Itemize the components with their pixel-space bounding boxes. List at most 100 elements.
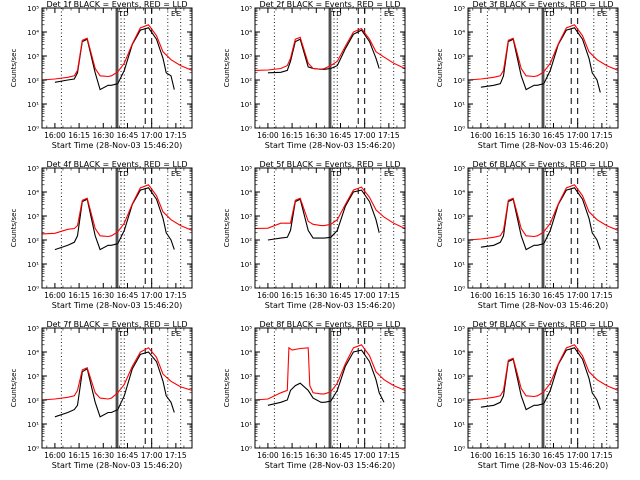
x-tick-label: 16:30 bbox=[305, 131, 327, 140]
plot-frame bbox=[41, 327, 193, 449]
x-tick-label: 16:15 bbox=[281, 291, 303, 300]
y-tick-label: 10⁴ bbox=[27, 29, 39, 37]
x-tick-label: 16:30 bbox=[92, 291, 114, 300]
x-axis-label: Start Time (28-Nov-03 15:46:20) bbox=[265, 141, 395, 150]
y-axis-label: Counts/sec bbox=[436, 209, 444, 248]
x-tick-label: 16:30 bbox=[92, 451, 114, 460]
y-tick-label: 10³ bbox=[240, 53, 252, 61]
y-tick-label: 10¹ bbox=[240, 261, 252, 269]
y-tick-label: 10² bbox=[453, 397, 465, 405]
y-tick-label: 10² bbox=[240, 397, 252, 405]
event-marker-label: E bbox=[597, 330, 601, 338]
event-marker-label: D bbox=[123, 10, 128, 18]
y-tick-label: 10³ bbox=[453, 373, 465, 381]
y-tick-label: 10⁵ bbox=[453, 165, 465, 173]
y-tick-label: 10³ bbox=[453, 53, 465, 61]
event-marker-label: T bbox=[543, 330, 549, 338]
x-axis-label: Start Time (28-Nov-03 15:46:20) bbox=[52, 301, 182, 310]
event-marker-label: E bbox=[597, 10, 601, 18]
x-tick-label: 16:15 bbox=[494, 451, 516, 460]
x-axis-label: Start Time (28-Nov-03 15:46:20) bbox=[52, 461, 182, 470]
y-tick-label: 10⁰ bbox=[240, 285, 252, 293]
event-marker-label: E bbox=[176, 330, 180, 338]
events-series-line bbox=[267, 349, 385, 406]
x-tick-label: 16:45 bbox=[117, 291, 139, 300]
plot-frame bbox=[254, 7, 406, 129]
lld-series-line bbox=[467, 184, 619, 241]
x-tick-label: 17:15 bbox=[378, 131, 400, 140]
x-tick-label: 16:00 bbox=[44, 451, 66, 460]
x-tick-label: 17:15 bbox=[591, 131, 613, 140]
y-tick-label: 10⁴ bbox=[27, 189, 39, 197]
y-tick-label: 10² bbox=[453, 77, 465, 85]
y-axis-label: Counts/sec bbox=[223, 369, 231, 408]
panel-det-1f: T D E E 10⁰ 10¹ 10² 10³ 10⁴ 10⁵ 16:00 16:15 16:30 16:… bbox=[10, 0, 193, 150]
panel-det-4f: T D E E 10⁰ 10¹ 10² 10³ 10⁴ 10⁵ 16:00 16:15 16:30 16:… bbox=[10, 160, 193, 310]
x-tick-label: 16:45 bbox=[543, 291, 565, 300]
y-tick-label: 10¹ bbox=[240, 101, 252, 109]
y-tick-label: 10⁵ bbox=[27, 325, 39, 333]
events-series-line bbox=[54, 27, 175, 91]
x-tick-label: 16:00 bbox=[44, 131, 66, 140]
plot-frame bbox=[41, 167, 193, 289]
x-tick-label: 17:00 bbox=[141, 451, 163, 460]
y-tick-label: 10¹ bbox=[27, 421, 39, 429]
y-axis-label: Counts/sec bbox=[436, 49, 444, 88]
x-axis-label: Start Time (28-Nov-03 15:46:20) bbox=[265, 461, 395, 470]
panel-title: Det 3f BLACK = Events, RED = LLD bbox=[472, 0, 613, 9]
y-tick-label: 10¹ bbox=[27, 101, 39, 109]
panel-det-3f: T D E E 10⁰ 10¹ 10² 10³ 10⁴ 10⁵ 16:00 16:15 16:30 16:… bbox=[436, 0, 619, 150]
panel-det-5f: T D E E 10⁰ 10¹ 10² 10³ 10⁴ 10⁵ 16:00 16:15 16:30 16:… bbox=[223, 160, 406, 310]
x-tick-label: 16:45 bbox=[543, 451, 565, 460]
panel-det-2f: T D E E 10⁰ 10¹ 10² 10³ 10⁴ 10⁵ 16:00 16:15 16:30 16:… bbox=[223, 0, 406, 150]
y-tick-label: 10² bbox=[453, 237, 465, 245]
event-marker-label: T bbox=[330, 170, 336, 178]
event-marker-label: E bbox=[384, 170, 388, 178]
event-marker-label: T bbox=[330, 330, 336, 338]
event-marker-label: E bbox=[171, 170, 175, 178]
x-tick-label: 17:15 bbox=[165, 451, 187, 460]
lld-series-line bbox=[254, 27, 406, 71]
x-tick-label: 16:45 bbox=[543, 131, 565, 140]
y-tick-label: 10⁴ bbox=[240, 29, 252, 37]
x-tick-label: 16:30 bbox=[518, 131, 540, 140]
y-tick-label: 10⁵ bbox=[27, 5, 39, 13]
y-tick-label: 10⁴ bbox=[453, 349, 465, 357]
event-marker-label: T bbox=[117, 330, 123, 338]
y-tick-label: 10⁰ bbox=[453, 445, 465, 453]
x-tick-label: 16:15 bbox=[281, 451, 303, 460]
event-marker-label: D bbox=[123, 170, 128, 178]
y-tick-label: 10³ bbox=[453, 213, 465, 221]
y-tick-label: 10⁰ bbox=[453, 125, 465, 133]
y-axis-label: Counts/sec bbox=[223, 209, 231, 248]
plot-frame bbox=[467, 327, 619, 449]
y-tick-label: 10⁰ bbox=[27, 125, 39, 133]
plot-frame bbox=[467, 167, 619, 289]
event-marker-label: E bbox=[384, 10, 388, 18]
panel-det-9f: T D E E 10⁰ 10¹ 10² 10³ 10⁴ 10⁵ 16:00 16:15 16:30 16:… bbox=[436, 320, 619, 470]
x-tick-label: 16:45 bbox=[330, 291, 352, 300]
event-marker-label: E bbox=[384, 330, 388, 338]
lld-series-line bbox=[467, 24, 619, 81]
x-tick-label: 17:15 bbox=[165, 291, 187, 300]
plot-frame bbox=[254, 167, 406, 289]
y-tick-label: 10¹ bbox=[27, 261, 39, 269]
event-marker-label: E bbox=[389, 170, 393, 178]
x-tick-label: 17:00 bbox=[567, 451, 589, 460]
x-tick-label: 16:15 bbox=[281, 131, 303, 140]
x-tick-label: 17:00 bbox=[354, 451, 376, 460]
y-tick-label: 10¹ bbox=[453, 261, 465, 269]
panel-det-6f: T D E E 10⁰ 10¹ 10² 10³ 10⁴ 10⁵ 16:00 16:15 16:30 16:… bbox=[436, 160, 619, 310]
event-marker-label: E bbox=[602, 10, 606, 18]
events-series-line bbox=[267, 189, 380, 241]
x-tick-label: 17:00 bbox=[567, 131, 589, 140]
x-tick-label: 16:00 bbox=[470, 291, 492, 300]
events-series-line bbox=[480, 347, 601, 411]
y-tick-label: 10³ bbox=[27, 213, 39, 221]
y-tick-label: 10⁰ bbox=[240, 125, 252, 133]
y-tick-label: 10¹ bbox=[453, 421, 465, 429]
event-marker-label: D bbox=[549, 170, 554, 178]
lld-series-line bbox=[41, 24, 193, 81]
y-tick-label: 10⁴ bbox=[240, 189, 252, 197]
